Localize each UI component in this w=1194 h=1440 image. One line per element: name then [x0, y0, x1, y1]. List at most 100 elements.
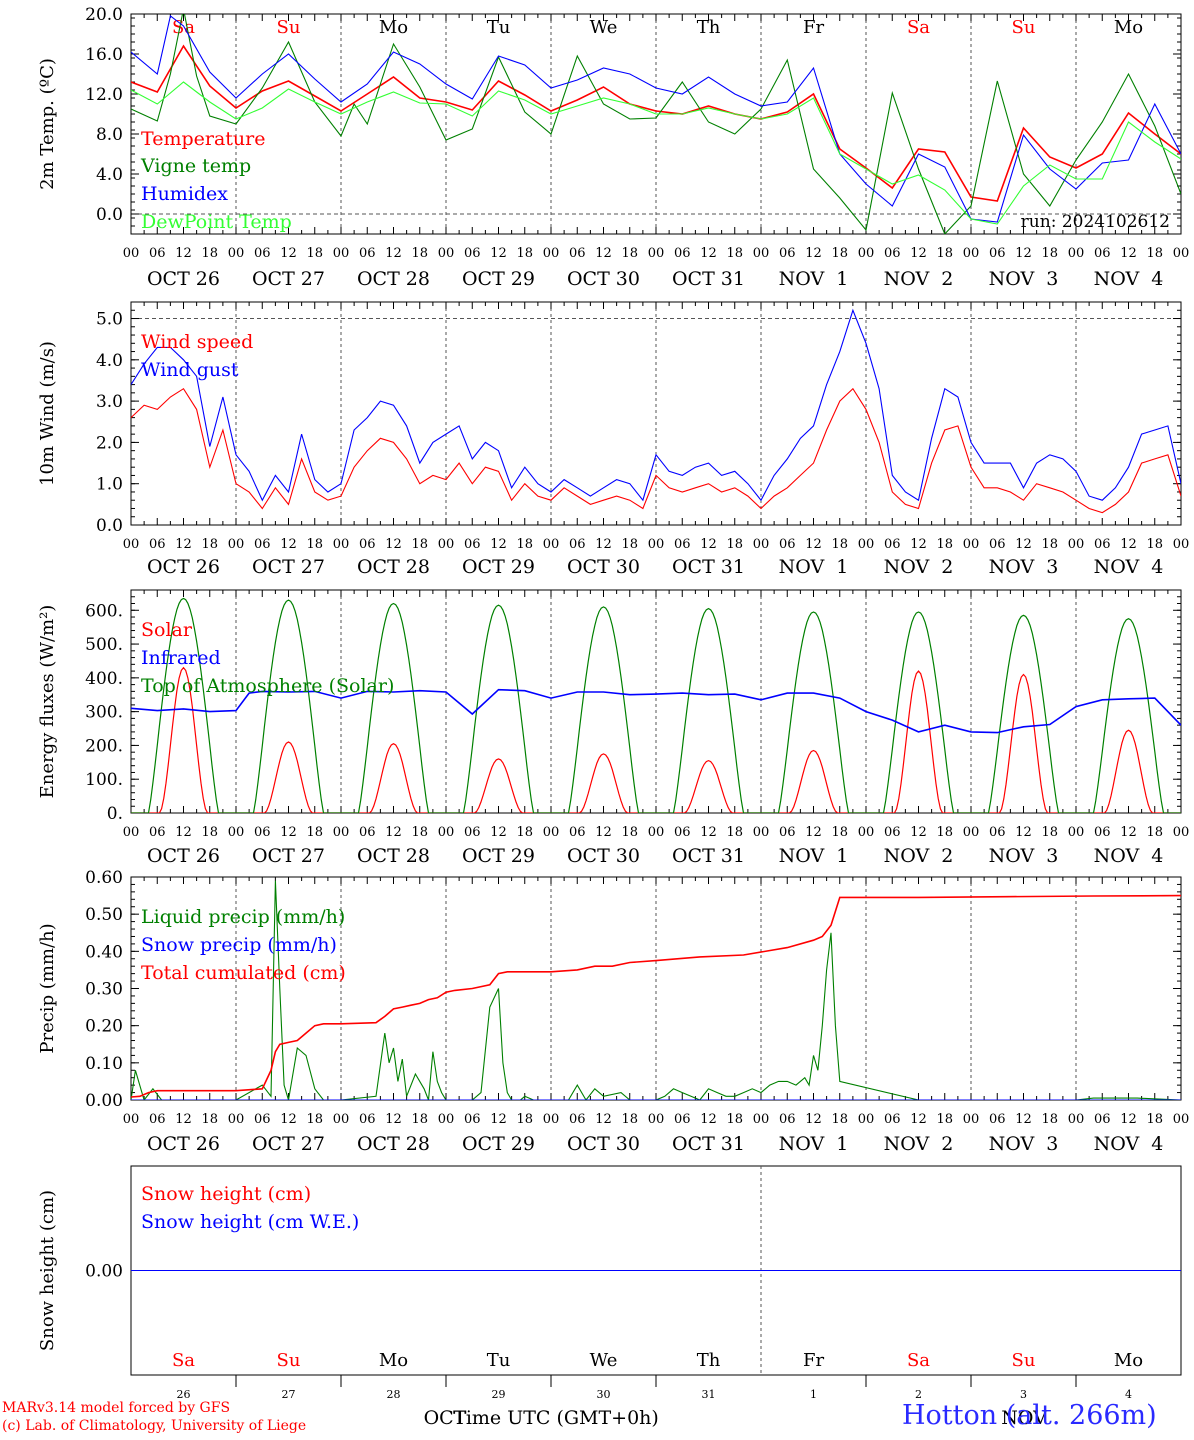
hour-label: 18: [516, 1112, 533, 1127]
hour-label: 12: [1015, 246, 1032, 261]
legend-entry: DewPoint Temp: [141, 211, 292, 233]
legend-entry: Vigne temp: [140, 155, 251, 177]
hour-label: 06: [674, 1112, 691, 1127]
hour-label: 06: [569, 1112, 586, 1127]
hour-label: 06: [884, 537, 901, 552]
legend-entry: Total cumulated (cm): [141, 962, 346, 984]
y-tick-label: 600.: [85, 601, 123, 621]
x-axis-label: Time UTC (GMT+0h): [453, 1407, 659, 1429]
hour-label: 06: [254, 537, 271, 552]
series-line-wind-speed: [131, 387, 1181, 514]
weekday-label: Fr: [803, 17, 824, 38]
hour-label: 18: [1041, 537, 1058, 552]
legend-entry: Solar: [141, 619, 193, 641]
day-label: OCT 28: [357, 268, 430, 290]
weekday-label: Mo: [1114, 17, 1143, 38]
day-label: NOV 4: [1094, 845, 1164, 867]
hour-label: 00: [123, 1112, 140, 1127]
day-number: 26: [177, 1388, 191, 1401]
hour-label: 00: [228, 246, 245, 261]
hour-label: 06: [989, 246, 1006, 261]
hour-label: 12: [490, 1112, 507, 1127]
y-tick-label: 0.00: [85, 1091, 123, 1111]
day-label: OCT 31: [672, 1133, 745, 1155]
hour-label: 18: [1041, 1112, 1058, 1127]
hour-label: 12: [175, 246, 192, 261]
hour-label: 06: [359, 1112, 376, 1127]
day-label: OCT 29: [462, 1133, 535, 1155]
weekday-label: Th: [697, 17, 721, 38]
hour-label: 06: [359, 246, 376, 261]
hour-label: 00: [123, 825, 140, 840]
hour-label: 00: [333, 1112, 350, 1127]
run-annotation: run: 2024102612: [1021, 212, 1170, 232]
hour-label: 18: [831, 825, 848, 840]
hour-label: 12: [1015, 825, 1032, 840]
hour-label: 00: [1068, 537, 1085, 552]
y-tick-label: 4.0: [96, 351, 123, 371]
weekday-label: Sa: [907, 17, 930, 38]
day-number: 2: [915, 1388, 922, 1401]
hour-label: 12: [175, 1112, 192, 1127]
hour-label: 00: [1068, 825, 1085, 840]
y-tick-label: 200.: [85, 736, 123, 756]
hour-label: 06: [1094, 537, 1111, 552]
y-axis-label: 10m Wind (m/s): [37, 341, 58, 486]
hour-label: 18: [621, 1112, 638, 1127]
legend-entry: Snow precip (mm/h): [141, 934, 337, 956]
day-label: OCT 26: [147, 268, 220, 290]
station-label: Hotton (alt. 266m): [902, 1400, 1157, 1431]
day-label: NOV 1: [779, 268, 849, 290]
weekday-label: Su: [1012, 1350, 1036, 1371]
hour-label: 18: [306, 825, 323, 840]
hour-label: 06: [884, 246, 901, 261]
hour-label: 00: [228, 1112, 245, 1127]
hour-label: 12: [910, 537, 927, 552]
hour-label: 06: [569, 537, 586, 552]
hour-label: 00: [543, 246, 560, 261]
hour-label: 06: [464, 825, 481, 840]
y-tick-label: 0.20: [85, 1017, 123, 1037]
hour-label: 06: [1094, 246, 1111, 261]
hour-label: 00: [123, 246, 140, 261]
legend-entry: Wind gust: [141, 359, 239, 381]
hour-label: 12: [595, 1112, 612, 1127]
day-number: 28: [387, 1388, 401, 1401]
day-label: OCT 26: [147, 1133, 220, 1155]
y-axis-label: Energy fluxes (W/m²): [37, 605, 58, 799]
hour-label: 18: [306, 246, 323, 261]
series-group: [131, 14, 1181, 234]
day-number: 30: [597, 1388, 611, 1401]
hour-label: 00: [753, 246, 770, 261]
hour-label: 00: [228, 537, 245, 552]
day-label: OCT 31: [672, 268, 745, 290]
y-tick-label: 12.0: [85, 85, 123, 105]
hour-label: 18: [516, 246, 533, 261]
series-line-vigne-temp: [131, 14, 1181, 234]
y-tick-label: 16.0: [85, 45, 123, 65]
hour-label: 12: [1120, 246, 1137, 261]
weekday-label: Tu: [487, 17, 511, 38]
legend-entry: Liquid precip (mm/h): [141, 906, 345, 928]
day-label: NOV 2: [884, 1133, 954, 1155]
hour-label: 00: [1068, 246, 1085, 261]
weekday-label: Sa: [907, 1350, 930, 1371]
day-label: OCT 29: [462, 845, 535, 867]
hour-label: 00: [648, 246, 665, 261]
hour-label: 18: [726, 246, 743, 261]
hour-label: 00: [648, 537, 665, 552]
hour-label: 00: [963, 825, 980, 840]
day-label: OCT 27: [252, 556, 325, 578]
weekday-label: Mo: [379, 17, 408, 38]
series-line-dewpoint-temp: [131, 81, 1181, 225]
hour-label: 18: [831, 537, 848, 552]
day-number: 3: [1020, 1388, 1027, 1401]
hour-label: 12: [385, 246, 402, 261]
hour-label: 12: [595, 825, 612, 840]
model-line: MARv3.14 model forced by GFS: [2, 1400, 231, 1416]
legend-entry: Temperature: [141, 128, 265, 150]
hour-label: 00: [648, 825, 665, 840]
y-tick-label: 0.60: [85, 868, 123, 888]
weekday-label: Su: [277, 1350, 301, 1371]
